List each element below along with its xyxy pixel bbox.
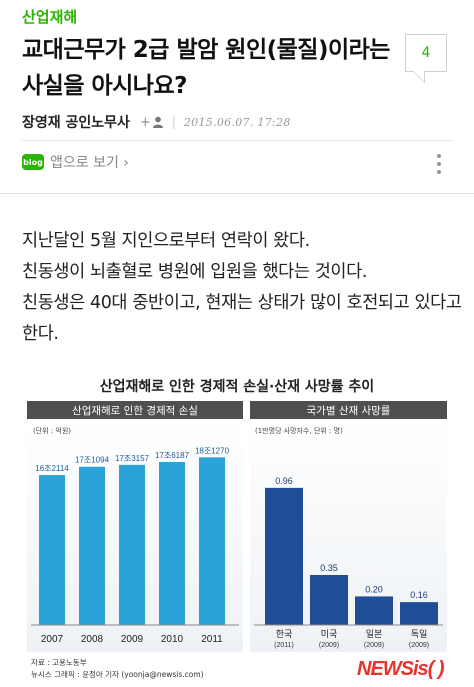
logo-paren: ( ) (427, 658, 445, 680)
divider (0, 193, 474, 194)
blog-icon: blog (22, 154, 44, 170)
tick-label: 일본 (366, 629, 383, 640)
tick-year-label: (2009) (409, 642, 429, 649)
tick-label: 2011 (201, 634, 223, 645)
bar (159, 462, 185, 625)
credit-line: 뉴시스 그래픽 : 윤정아 기자 (yoonja@newsis.com) (31, 670, 204, 679)
tick-label: 독일 (411, 629, 428, 640)
data-label: 0.20 (365, 584, 383, 594)
plus-label: + (139, 114, 151, 130)
comment-count: 4 (421, 45, 431, 61)
source-credit: 자료 : 고용노동부 뉴시스 그래픽 : 윤정아 기자 (yoonja@news… (31, 657, 204, 681)
bar (79, 466, 105, 625)
data-label: 16조2114 (35, 464, 69, 473)
app-view-label: 앱으로 보기 › (50, 155, 129, 171)
bar (39, 475, 65, 625)
left-chart-header: 산업재해로 인한 경제적 손실 (27, 401, 243, 419)
data-label: 0.16 (410, 590, 428, 600)
bar (119, 464, 145, 625)
bar (199, 457, 225, 625)
tick-year-label: (2011) (274, 642, 294, 649)
data-label: 0.35 (320, 563, 338, 573)
tick-label: 2008 (81, 634, 104, 645)
add-neighbor-button[interactable]: + (140, 115, 164, 130)
author-name[interactable]: 장영재 공인노무사 (22, 115, 130, 131)
data-label: 17조6187 (155, 451, 190, 460)
author-row: 장영재 공인노무사 + | 2015.06.07. 17:28 (22, 112, 291, 132)
body-paragraph: 친동생은 40대 중반이고, 현재는 상태가 많이 호전되고 있다고 한다. (22, 293, 462, 344)
economic-loss-chart: 16조2114 2007 17조1094 2008 17조3157 2009 17조6187… (31, 446, 239, 645)
bar (400, 602, 438, 625)
source-line: 자료 : 고용노동부 (31, 658, 87, 667)
post-body: 지난달인 5월 지인으로부터 연락이 왔다. 친동생이 뇌출혈로 병원에 입원을… (22, 226, 462, 350)
app-view-link[interactable]: blog 앱으로 보기 › (22, 152, 129, 172)
bar (265, 487, 303, 625)
logo-text: NEWSis (357, 658, 429, 680)
post-date: 2015.06.07. 17:28 (183, 115, 291, 129)
data-label: 18조1270 (195, 446, 230, 455)
bar (355, 596, 393, 625)
tick-label: 2009 (121, 634, 144, 645)
data-label: 17조3157 (115, 454, 150, 463)
tick-label: 미국 (321, 629, 338, 640)
data-label: 0.96 (275, 476, 293, 486)
body-paragraph: 친동생이 뇌출혈로 병원에 입원을 했다는 것이다. (22, 262, 367, 282)
divider (22, 140, 452, 141)
newsis-logo: NEWSis( ) (357, 658, 445, 681)
category-label[interactable]: 산업재해 (22, 8, 78, 26)
post-title: 교대근무가 2급 발암 원인(물질)이라는 사실을 아시나요? (22, 37, 390, 99)
person-icon (152, 116, 163, 128)
infographic-image[interactable]: 산업재해로 인한 경제적 손실·산재 사망률 추이 산업재해로 인한 경제적 손… (27, 368, 447, 680)
tick-label: 2010 (161, 634, 184, 645)
right-chart-unit: (1만명당 사망자수, 단위 : 명) (255, 427, 343, 435)
tick-label: 한국 (276, 629, 293, 640)
body-paragraph: 지난달인 5월 지인으로부터 연락이 왔다. (22, 231, 310, 251)
infographic-title: 산업재해로 인한 경제적 손실·산재 사망률 추이 (99, 379, 375, 395)
tick-year-label: (2009) (364, 642, 384, 649)
tick-year-label: (2009) (319, 642, 339, 649)
more-options-icon[interactable] (436, 154, 442, 174)
left-chart-unit: (단위 : 억원) (33, 427, 72, 435)
left-chart-panel: 16조2114 2007 17조1094 2008 17조3157 2009 17조6187… (27, 420, 243, 652)
separator: | (171, 115, 176, 129)
tick-label: 2007 (41, 634, 64, 645)
right-chart-panel: 0.96 한국 (2011) 0.35 미국 (2009) 0.20 일본 (2009) 0.16… (250, 420, 447, 652)
fatality-rate-chart: 0.96 한국 (2011) 0.35 미국 (2009) 0.20 일본 (2009) 0.16… (254, 476, 443, 649)
comment-button[interactable]: 4 (405, 34, 447, 72)
bar (310, 575, 348, 625)
right-chart-header: 국가별 산재 사망률 (250, 401, 447, 419)
data-label: 17조1094 (75, 456, 110, 465)
